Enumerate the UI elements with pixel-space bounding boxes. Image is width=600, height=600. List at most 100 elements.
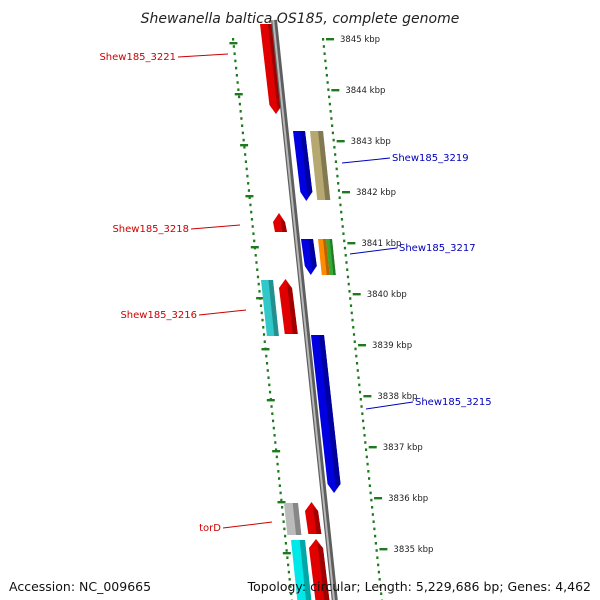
gene-label[interactable]: Shew185_3216 [120,310,197,321]
inner-track-dot [279,491,282,495]
scale-tick-label: 3835 kbp [393,545,433,555]
outer-track-dot [344,254,347,257]
gene-label[interactable]: Shew185_3218 [112,224,189,235]
outer-track-dot [348,290,351,293]
genome-title: Shewanella baltica OS185, complete genom… [141,11,460,27]
outer-track-dot [350,311,353,315]
inner-track-dot [253,239,256,243]
gene-label[interactable]: Shew185_3217 [399,243,476,254]
gene-label-leader [349,247,398,255]
gene-labels: Shew185_3221 Shew185_3219 Shew185_3218 Shew… [99,52,491,534]
outer-track-dot [379,585,382,588]
outer-track-dot [332,138,335,142]
outer-track-dot [360,405,363,408]
outer-track-dot [351,318,354,322]
inner-track-dot [241,124,244,127]
topology-text: Topology: circular; Length: 5,229,686 bp… [247,579,591,594]
inner-track-dot [234,59,237,63]
gene-feature-shade [280,217,287,232]
outer-track-dot [330,117,333,120]
outer-track-dot [341,225,344,228]
outer-track-dot [377,563,380,567]
inner-track-dot [235,66,238,70]
inner-major-tick [256,297,265,300]
outer-track-dot [371,513,374,516]
inner-track-dot [255,261,258,264]
feature-track [260,24,341,600]
outer-track-dot [373,527,376,531]
inner-major-tick [250,246,259,249]
gene-feature-shade [329,239,336,275]
inner-track-dot [250,218,254,221]
outer-track-dot [359,398,362,401]
outer-major-tick [363,395,372,398]
inner-track-dot [265,362,269,365]
outer-track-dot [347,282,350,286]
inner-track-dot [272,426,275,430]
outer-track-dot [375,549,378,552]
scale-tick-label: 3837 kbp [383,443,423,453]
outer-track-dot [340,218,344,221]
inner-track-dot [271,412,274,415]
gene-label[interactable]: Shew185_3215 [415,397,492,408]
outer-track-dot [336,174,339,178]
inner-track-dot [267,376,270,379]
outer-track-dot [355,354,358,358]
outer-track-dot [325,66,328,70]
gene-label[interactable]: torD [199,523,221,534]
inner-track-dot [244,153,247,156]
inner-track-dot [277,477,281,480]
outer-major-tick [326,38,334,41]
gene-label-leader [222,521,273,529]
inner-track-dot [260,311,263,315]
outer-track-dot [361,419,365,423]
gene-feature-shade [317,543,330,600]
outer-track-dot [374,534,377,538]
inner-track-dot [242,138,245,142]
inner-track-dot [271,419,275,423]
outer-track-dot [358,383,361,387]
inner-track-dot [254,254,257,257]
outer-major-tick [342,191,351,194]
inner-track-dot [259,304,263,307]
scale-tick-label: 3838 kbp [377,392,417,402]
gene-label[interactable]: Shew185_3221 [99,52,176,63]
inner-track-dot [289,585,292,588]
inner-track-dot [273,434,276,437]
inner-track-dot [274,448,278,451]
gene-label[interactable]: Shew185_3219 [392,153,469,164]
outer-track-dot [352,333,356,336]
gene-label-leader [341,157,391,164]
scale-labels: 3845 kbp 3844 kbp 3843 kbp 3842 kbp 3841 kbp… [326,35,433,555]
inner-track-dot [237,88,240,91]
inner-track-dot [236,81,239,84]
inner-track-dot [232,45,235,48]
outer-track-dot [357,376,360,379]
outer-track-dot [380,592,383,595]
outer-track-dot [331,131,335,135]
outer-track-dot [363,434,366,437]
inner-track-dot [262,326,265,329]
scale-tick-label: 3841 kbp [361,239,401,249]
outer-major-tick [352,293,361,296]
inner-track-dot [281,506,284,509]
gene-feature-shade [299,540,312,600]
inner-track-dot [256,275,260,279]
inner-track-dot [284,534,287,538]
inner-track-dot [248,196,251,199]
outer-track-dot [374,542,377,545]
inner-tick-track [229,38,294,600]
outer-track-dot [339,203,342,207]
outer-track-dot [324,59,327,63]
outer-track-dot [368,484,371,487]
inner-track-dot [262,333,266,336]
outer-tick-track [322,38,384,600]
inner-major-tick [240,144,249,147]
scale-tick-label: 3840 kbp [367,290,407,300]
outer-track-dot [323,52,326,55]
inner-track-dot [256,268,259,271]
outer-track-dot [328,102,331,106]
gene-feature-shade [313,506,322,534]
outer-track-dot [326,81,329,84]
inner-track-dot [238,102,241,106]
